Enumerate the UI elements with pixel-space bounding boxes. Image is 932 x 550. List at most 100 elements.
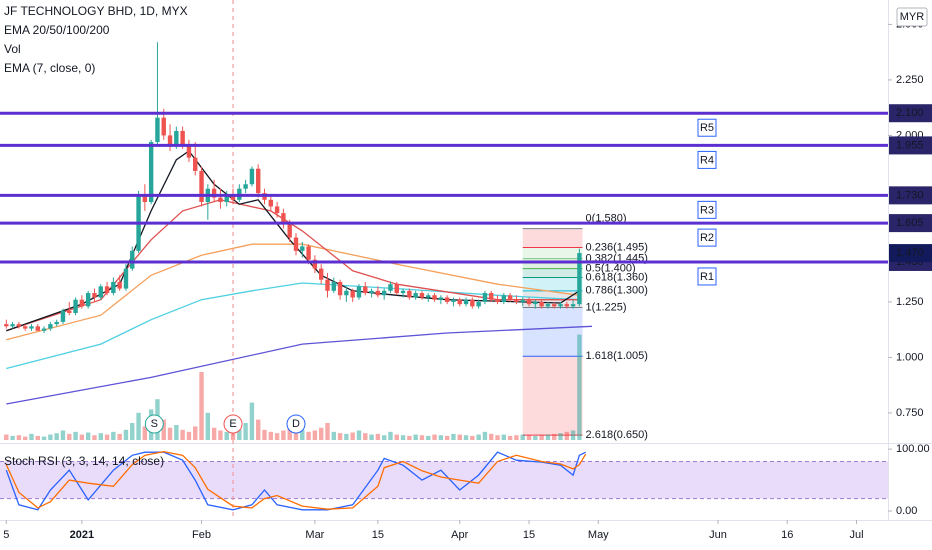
candle-body [570, 304, 576, 307]
candle-body [224, 195, 229, 203]
volume-bar [350, 432, 355, 440]
volume-bar [558, 433, 563, 440]
candle-body [123, 268, 129, 289]
level-tag-box [697, 228, 717, 247]
event-label: E [229, 418, 236, 430]
candle-body [85, 293, 91, 307]
level-tag-box [697, 118, 717, 137]
volume-bar [444, 435, 450, 440]
candle-body [545, 304, 551, 307]
candle-body [148, 142, 154, 203]
candle-body [388, 284, 393, 291]
candle-body [350, 290, 355, 298]
volume-bar [205, 412, 211, 440]
candle-body [476, 301, 481, 307]
volume-bar [54, 433, 59, 440]
x-tick-label: Feb [192, 529, 211, 541]
level-tag: R5 [700, 122, 714, 134]
candle-body [394, 284, 399, 294]
y-tick-label: 1.000 [896, 351, 924, 363]
fib-label: 1.618(1.005) [586, 350, 648, 362]
candle-body [211, 188, 217, 198]
x-tick-label: Jun [709, 529, 727, 541]
volume-bar [300, 429, 305, 440]
volume-bar [85, 432, 91, 440]
volume-bar [375, 433, 381, 440]
last-price-box [889, 244, 932, 263]
candle-body [552, 304, 557, 307]
candle-body [199, 170, 204, 203]
candle-body [337, 281, 343, 296]
candle-body [331, 281, 336, 291]
volume-bar [463, 435, 469, 440]
volume-bar [41, 436, 47, 440]
volume-bar [92, 435, 97, 440]
candle-body [375, 290, 381, 296]
fib-label: 0.5(1.400) [586, 263, 636, 275]
volume-bar [356, 430, 362, 440]
volume-bar [489, 433, 494, 440]
level-tag-box [697, 267, 717, 286]
volume-bar [237, 429, 242, 440]
volume-bar [193, 426, 198, 440]
volume-bar [111, 431, 116, 440]
candle-body [193, 157, 198, 171]
candle-body [41, 328, 47, 331]
level-label: 1.730 [896, 189, 924, 201]
volume-bar [344, 433, 349, 440]
candle-body [306, 246, 311, 260]
rsi-tick-label: 0.00 [896, 505, 917, 517]
candle-body [174, 130, 179, 147]
candle-body [274, 206, 280, 214]
candle-body [457, 299, 462, 305]
currency[interactable]: MYR [900, 11, 925, 23]
volume-bar [256, 419, 261, 440]
candle-body [73, 299, 78, 314]
volume-bar [174, 425, 179, 440]
volume-bar [432, 434, 437, 440]
candle-body [54, 321, 59, 325]
volume-bar [167, 427, 173, 440]
candle-body [29, 326, 34, 329]
candle-body [117, 281, 122, 289]
candle-body [180, 130, 185, 145]
volume-bar [388, 431, 393, 440]
candle-body [369, 290, 374, 294]
x-tick-label: 16 [781, 529, 793, 541]
rsi-tick-label: 100.00 [896, 443, 930, 455]
fib-zone [522, 268, 583, 278]
volume-bar [520, 434, 525, 440]
volume-bar [331, 431, 336, 440]
level-tag: R2 [700, 232, 714, 244]
candle-body [520, 299, 525, 302]
volume-bar [545, 434, 551, 440]
volume-bar [130, 423, 135, 440]
rsi-band [0, 461, 888, 499]
candle-body [48, 324, 53, 329]
candle-body [155, 117, 160, 143]
currency-box[interactable] [896, 7, 928, 27]
level-label-box [889, 136, 932, 155]
candle-body [167, 135, 173, 147]
candle-body [142, 195, 148, 203]
candle-body [514, 299, 519, 302]
candle-body [482, 293, 488, 302]
fib-label: 0(1.580) [586, 213, 627, 225]
candle-body [426, 295, 431, 298]
volume-bar [4, 434, 9, 440]
volume-bar [312, 430, 318, 440]
candle-body [4, 324, 9, 327]
volume-bar [67, 433, 72, 440]
volume-bar [60, 430, 66, 440]
volume-bar [281, 430, 286, 440]
volume-bar [142, 426, 148, 440]
event-marker [144, 414, 164, 434]
candle-body [363, 286, 368, 294]
candle-body [10, 324, 15, 327]
x-tick-label: Mar [305, 529, 324, 541]
volume-bar [230, 433, 236, 440]
last-price-label: 1.470 [896, 247, 924, 259]
x-tick-label: Jul [849, 529, 863, 541]
